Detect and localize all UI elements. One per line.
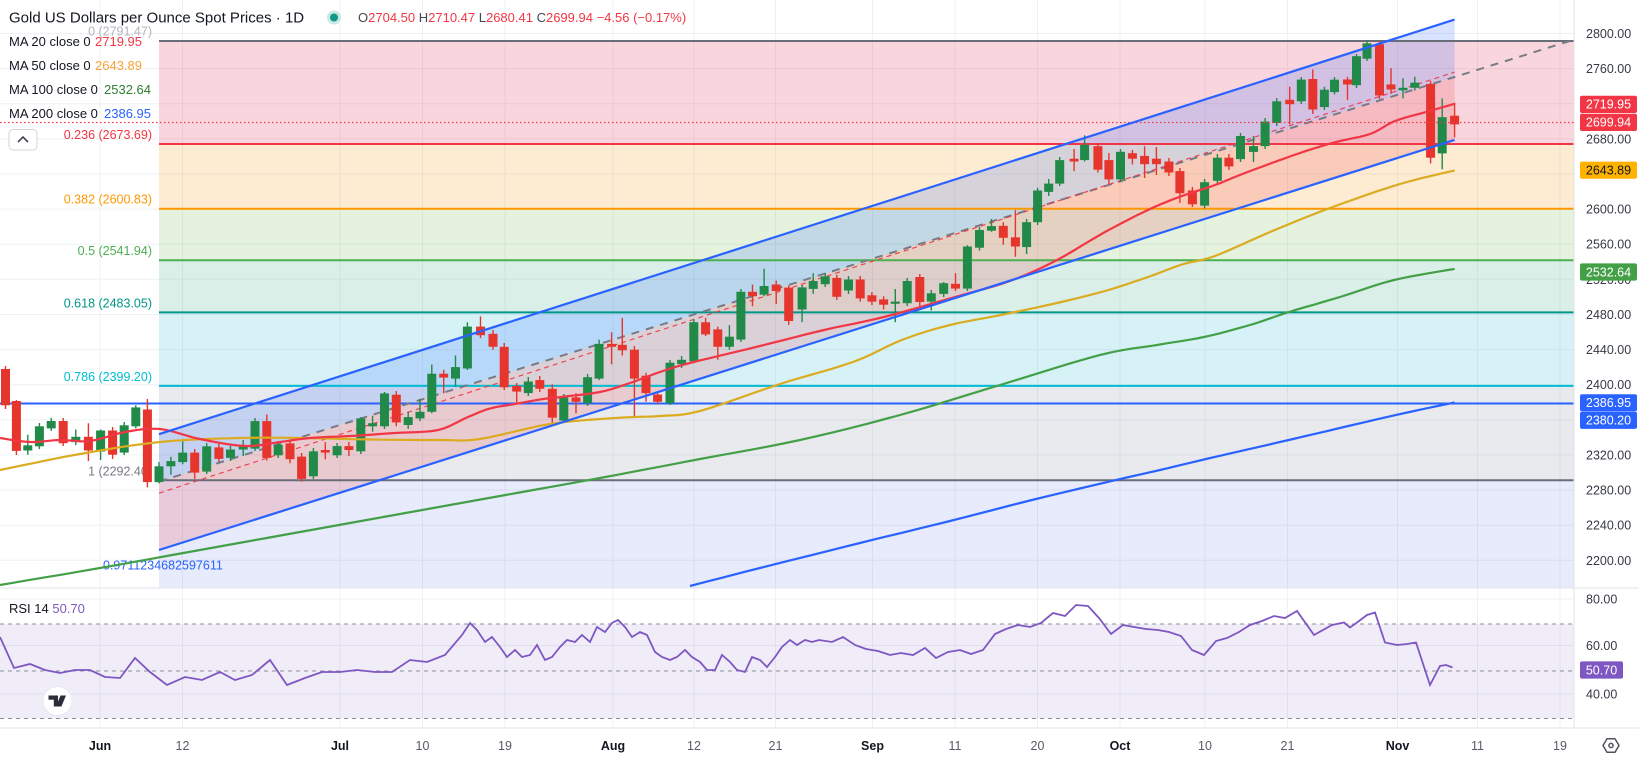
svg-text:Aug: Aug xyxy=(601,739,625,753)
svg-text:MA 200 close 0: MA 200 close 0 xyxy=(9,106,98,121)
svg-text:0.618 (2483.05): 0.618 (2483.05) xyxy=(64,297,152,311)
svg-text:RSI 14 50.70: RSI 14 50.70 xyxy=(9,601,85,616)
svg-text:Jul: Jul xyxy=(331,739,349,753)
svg-text:2280.00: 2280.00 xyxy=(1586,484,1631,498)
svg-text:0.9711234682597611: 0.9711234682597611 xyxy=(103,559,223,573)
svg-text:Jun: Jun xyxy=(89,739,111,753)
svg-text:50.70: 50.70 xyxy=(1586,663,1617,677)
svg-text:0.786 (2399.20): 0.786 (2399.20) xyxy=(64,370,152,384)
svg-text:10: 10 xyxy=(1198,739,1212,753)
svg-text:Nov: Nov xyxy=(1386,739,1410,753)
svg-text:0.382 (2600.83): 0.382 (2600.83) xyxy=(64,193,152,207)
svg-text:2643.89: 2643.89 xyxy=(95,58,142,73)
svg-text:21: 21 xyxy=(1281,739,1295,753)
svg-text:60.00: 60.00 xyxy=(1586,639,1617,653)
svg-text:2760.00: 2760.00 xyxy=(1586,62,1631,76)
svg-text:2643.89: 2643.89 xyxy=(1586,164,1631,178)
svg-text:2320.00: 2320.00 xyxy=(1586,448,1631,462)
svg-text:Sep: Sep xyxy=(861,739,884,753)
svg-text:2600.00: 2600.00 xyxy=(1586,203,1631,217)
svg-text:10: 10 xyxy=(416,739,430,753)
svg-text:O2704.50 H2710.47 L2680.41 C26: O2704.50 H2710.47 L2680.41 C2699.94 −4.5… xyxy=(358,10,686,25)
svg-text:2560.00: 2560.00 xyxy=(1586,238,1631,252)
svg-text:2532.64: 2532.64 xyxy=(104,82,151,97)
svg-text:1 (2292.40): 1 (2292.40) xyxy=(88,465,152,479)
svg-text:12: 12 xyxy=(176,739,190,753)
svg-text:MA 50 close 0: MA 50 close 0 xyxy=(9,58,91,73)
svg-text:2386.95: 2386.95 xyxy=(1586,396,1631,410)
svg-text:11: 11 xyxy=(949,739,962,753)
svg-text:MA 20 close 0: MA 20 close 0 xyxy=(9,34,91,49)
svg-text:2480.00: 2480.00 xyxy=(1586,308,1631,322)
svg-text:2719.95: 2719.95 xyxy=(1586,98,1631,112)
svg-text:2532.64: 2532.64 xyxy=(1586,265,1631,279)
svg-text:2400.00: 2400.00 xyxy=(1586,378,1631,392)
svg-text:Gold US Dollars per Ounce Spot: Gold US Dollars per Ounce Spot Prices · … xyxy=(9,10,304,27)
svg-text:2240.00: 2240.00 xyxy=(1586,519,1631,533)
svg-text:MA 100 close 0: MA 100 close 0 xyxy=(9,82,98,97)
svg-text:12: 12 xyxy=(687,739,701,753)
svg-text:0 (2791.47): 0 (2791.47) xyxy=(88,25,152,39)
svg-text:11: 11 xyxy=(1471,739,1484,753)
svg-text:21: 21 xyxy=(769,739,783,753)
svg-text:2380.20: 2380.20 xyxy=(1586,414,1631,428)
svg-text:19: 19 xyxy=(1553,739,1567,753)
svg-text:0.5 (2541.94): 0.5 (2541.94) xyxy=(78,244,152,258)
svg-text:Oct: Oct xyxy=(1110,739,1132,753)
svg-text:2440.00: 2440.00 xyxy=(1586,343,1631,357)
svg-text:80.00: 80.00 xyxy=(1586,593,1617,607)
svg-text:0.236 (2673.69): 0.236 (2673.69) xyxy=(64,128,152,142)
svg-text:2200.00: 2200.00 xyxy=(1586,554,1631,568)
svg-text:2800.00: 2800.00 xyxy=(1586,27,1631,41)
svg-text:19: 19 xyxy=(498,739,512,753)
svg-text:2680.00: 2680.00 xyxy=(1586,132,1631,146)
svg-text:40.00: 40.00 xyxy=(1586,688,1617,702)
svg-text:2719.95: 2719.95 xyxy=(95,34,142,49)
svg-text:20: 20 xyxy=(1031,739,1045,753)
svg-text:2699.94: 2699.94 xyxy=(1586,116,1631,130)
svg-text:2386.95: 2386.95 xyxy=(104,106,151,121)
